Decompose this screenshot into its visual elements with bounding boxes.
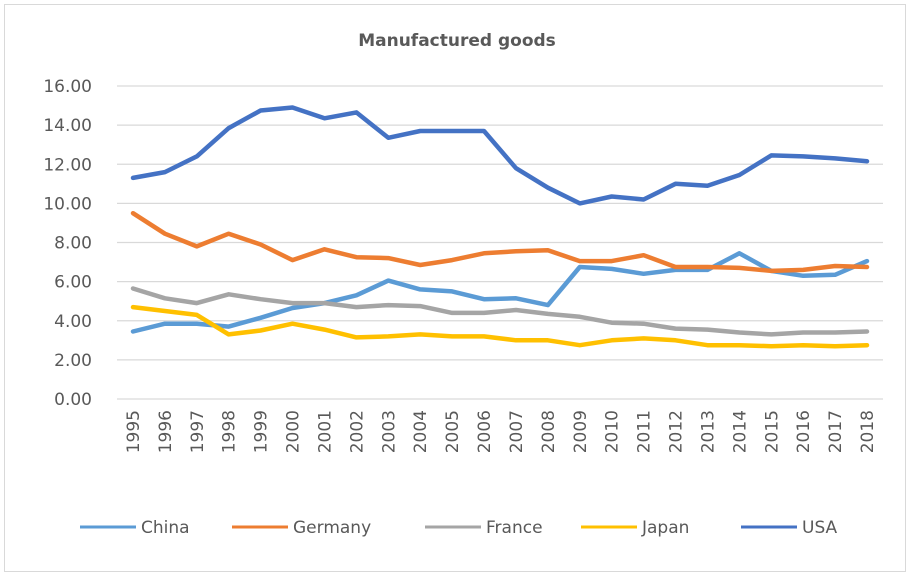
x-tick-label: 2018 <box>858 410 878 453</box>
y-tick-label: 14.00 <box>43 116 92 136</box>
x-tick-label: 2009 <box>571 410 591 453</box>
y-tick-label: 16.00 <box>43 77 92 97</box>
x-tick-label: 2000 <box>284 410 304 453</box>
x-tick-label: 2016 <box>794 410 814 453</box>
series-line-china <box>130 251 870 334</box>
x-tick-label: 2015 <box>762 410 782 453</box>
x-tick-label: 1995 <box>124 410 144 453</box>
series-line-germany <box>130 210 870 274</box>
x-tick-label: 2002 <box>347 410 367 453</box>
legend-label: Japan <box>641 518 689 538</box>
legend-item-china: China <box>80 518 190 538</box>
x-tick-label: 2011 <box>635 410 655 453</box>
y-tick-label: 8.00 <box>54 234 92 254</box>
x-tick-label: 2005 <box>443 410 463 453</box>
series-lines <box>130 105 870 349</box>
y-tick-label: 10.00 <box>43 194 92 214</box>
y-tick-label: 12.00 <box>43 155 92 175</box>
x-tick-label: 2003 <box>379 410 399 453</box>
gridlines <box>117 85 883 400</box>
legend: China Germany France Japan USA <box>80 518 838 538</box>
legend-item-germany: Germany <box>232 518 371 538</box>
x-tick-label: 2017 <box>826 410 846 453</box>
series-line-usa <box>130 105 870 206</box>
x-tick-label: 2004 <box>411 410 431 453</box>
series-line-japan <box>130 304 870 349</box>
chart-frame <box>4 4 906 572</box>
legend-item-usa: USA <box>741 518 838 538</box>
x-tick-label: 2012 <box>667 410 687 453</box>
x-tick-label: 2010 <box>603 410 623 453</box>
y-tick-label: 4.00 <box>54 312 92 332</box>
x-tick-label: 2014 <box>730 410 750 453</box>
x-tick-label: 2007 <box>507 410 527 453</box>
legend-label: USA <box>802 518 838 538</box>
legend-label: France <box>486 518 543 538</box>
x-tick-label: 1999 <box>252 410 272 453</box>
x-tick-label: 1997 <box>188 410 208 453</box>
y-tick-label: 6.00 <box>54 273 92 293</box>
x-tick-label: 1996 <box>156 410 176 453</box>
x-tick-label: 1998 <box>220 410 240 453</box>
legend-label: Germany <box>293 518 371 538</box>
x-tick-label: 2006 <box>475 410 495 453</box>
legend-item-japan: Japan <box>581 518 689 538</box>
x-axis-ticks: 1995 1996 1997 1998 1999 2000 2001 2002 2003 2004… <box>124 410 878 453</box>
x-tick-label: 2008 <box>539 410 559 453</box>
x-tick-label: 2001 <box>315 410 335 453</box>
y-axis-ticks: 0.00 2.00 4.00 6.00 8.00 10.00 12.00 14.00 16.00 <box>43 77 92 410</box>
series-line-france <box>130 286 870 337</box>
legend-label: China <box>141 518 190 538</box>
y-tick-label: 2.00 <box>54 351 92 371</box>
x-tick-label: 2013 <box>698 410 718 453</box>
y-tick-label: 0.00 <box>54 390 92 410</box>
chart-title: Manufactured goods <box>358 31 556 51</box>
legend-item-france: France <box>425 518 543 538</box>
